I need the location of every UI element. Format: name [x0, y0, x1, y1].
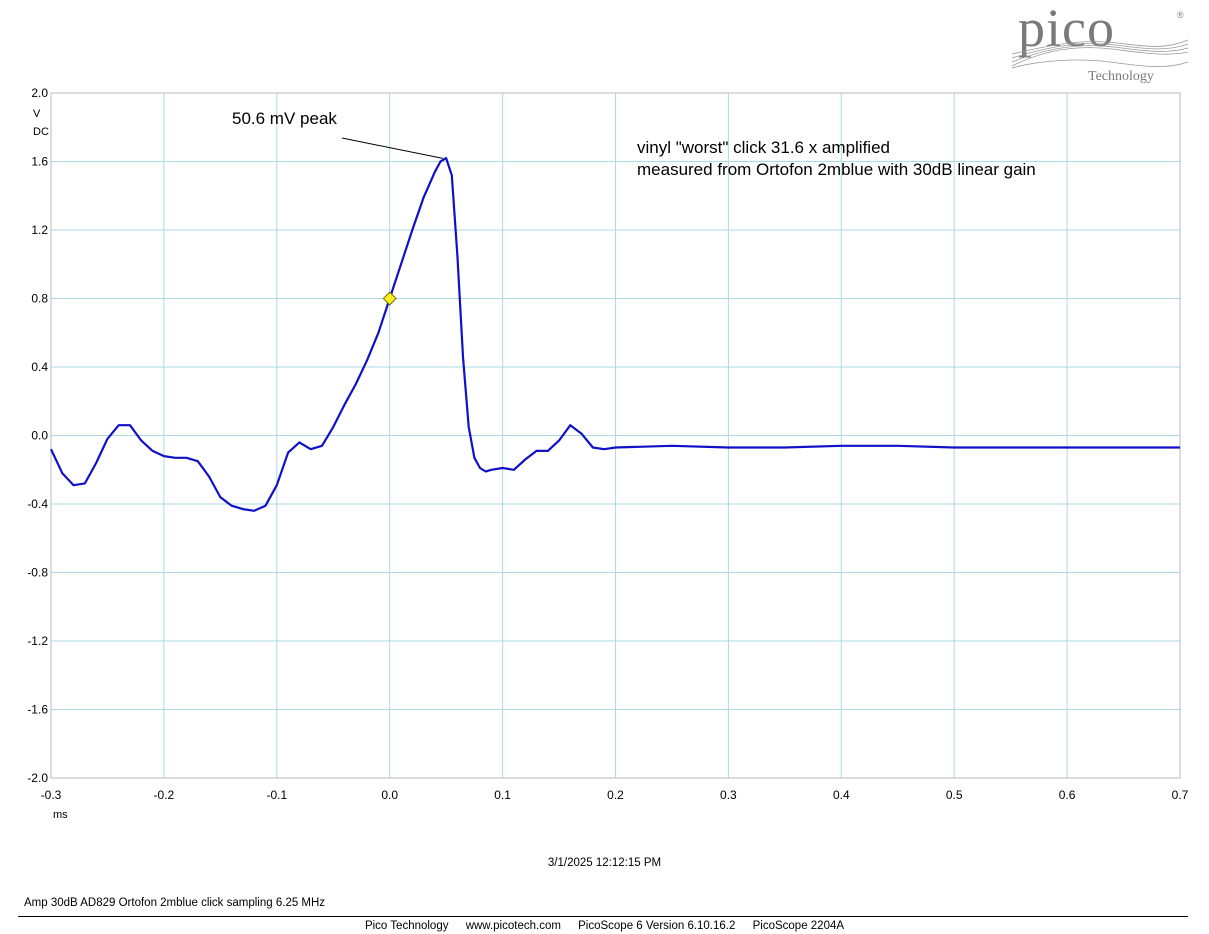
footer-device: PicoScope 2204A [752, 920, 845, 932]
x-tick-label: -0.2 [154, 788, 175, 802]
x-tick-label: -0.1 [266, 788, 287, 802]
y-tick-label: 2.0 [31, 86, 48, 100]
y-tick-label: 0.8 [31, 292, 48, 306]
y-tick-label: -1.2 [27, 634, 48, 648]
x-tick-label: 0.1 [494, 788, 511, 802]
plot-frame [50, 92, 1181, 779]
x-tick-label: 0.7 [1172, 788, 1189, 802]
plot-grid [50, 92, 1181, 779]
x-tick-label: 0.3 [720, 788, 737, 802]
capture-timestamp: 3/1/2025 12:12:15 PM [547, 857, 662, 869]
peak-annotation: 50.6 mV peak [232, 109, 337, 128]
y-tick-label: 0.4 [31, 360, 48, 374]
note-annotation-line2: measured from Ortofon 2mblue with 30dB l… [637, 160, 1036, 179]
logo-wave-icon [1011, 39, 1189, 69]
waveform-trace [50, 157, 1180, 512]
ruler-marker-diamond[interactable] [382, 291, 397, 306]
y-tick-labels: 2.0 1.6 1.2 0.8 0.4 0.0 -0.4 -0.8 -1.2 -1.6 -2.0 [27, 86, 48, 785]
x-tick-label: 0.0 [381, 788, 398, 802]
pico-logo: pico ® Technology [1011, 0, 1189, 84]
y-tick-label: -0.4 [27, 497, 48, 511]
y-tick-label: -2.0 [27, 771, 48, 785]
x-tick-label: -0.3 [41, 788, 62, 802]
y-tick-label: -0.8 [27, 566, 48, 580]
footer-divider [18, 916, 1188, 917]
footer-software: PicoScope 6 Version 6.10.16.2 [578, 920, 736, 932]
y-axis-coupling: DC [33, 126, 49, 138]
footer-info: Pico Technology www.picotech.com PicoSco… [0, 920, 1209, 932]
y-axis-unit: V [33, 108, 41, 120]
footer-company: Pico Technology [364, 920, 449, 932]
y-tick-label: -1.6 [27, 703, 48, 717]
peak-leader-line [341, 137, 443, 159]
x-axis-unit: ms [53, 809, 68, 821]
footer-website[interactable]: www.picotech.com [465, 920, 561, 932]
x-tick-labels: -0.3 -0.2 -0.1 0.0 0.1 0.2 0.3 0.4 0.5 0.6 0.7 [41, 788, 1189, 802]
x-tick-label: 0.4 [833, 788, 850, 802]
y-tick-label: 0.0 [31, 429, 48, 443]
y-tick-label: 1.6 [31, 155, 48, 169]
x-tick-label: 0.2 [607, 788, 624, 802]
registered-mark: ® [1177, 10, 1184, 20]
x-tick-label: 0.5 [946, 788, 963, 802]
logo-tagline: Technology [1088, 69, 1154, 84]
logo-wordmark: pico [1018, 0, 1115, 58]
x-tick-label: 0.6 [1059, 788, 1076, 802]
y-tick-label: 1.2 [31, 223, 48, 237]
capture-caption: Amp 30dB AD829 Ortofon 2mblue click samp… [24, 897, 326, 909]
note-annotation-line1: vinyl "worst" click 31.6 x amplified [637, 138, 890, 157]
